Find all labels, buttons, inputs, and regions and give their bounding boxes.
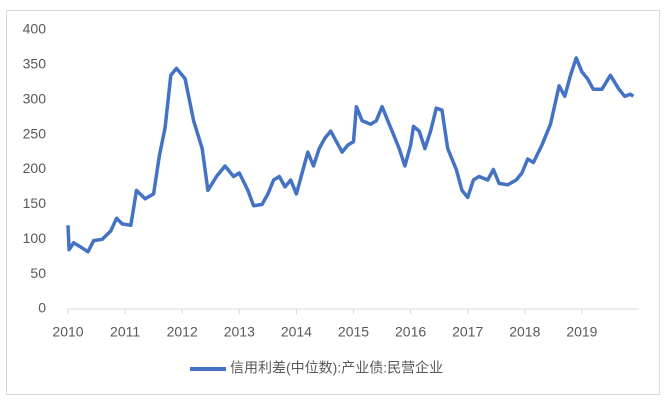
- x-tick-label: 2013: [224, 324, 255, 340]
- y-tick-label: 400: [23, 21, 47, 37]
- x-tick-label: 2019: [566, 324, 597, 340]
- x-tick-label: 2016: [395, 324, 426, 340]
- x-tick-label: 2015: [338, 324, 369, 340]
- x-tick-label: 2011: [110, 324, 140, 340]
- x-tick-label: 2012: [167, 324, 198, 340]
- x-tick-label: 2010: [52, 324, 83, 340]
- series-line: [66, 56, 635, 254]
- y-tick-label: 150: [23, 195, 47, 211]
- x-tick-label: 2014: [281, 324, 312, 340]
- y-tick-label: 350: [23, 56, 47, 72]
- y-tick-label: 200: [23, 160, 47, 176]
- x-tick-label: 2018: [509, 324, 540, 340]
- y-tick-label: 100: [23, 230, 47, 246]
- y-tick-label: 50: [30, 265, 46, 281]
- y-tick-label: 300: [23, 90, 47, 106]
- legend-label: 信用利差(中位数):产业债:民营企业: [230, 360, 443, 376]
- chart-border: [6, 10, 660, 395]
- x-tick-label: 2017: [452, 324, 483, 340]
- y-tick-label: 250: [23, 125, 47, 141]
- y-tick-label: 0: [38, 300, 46, 316]
